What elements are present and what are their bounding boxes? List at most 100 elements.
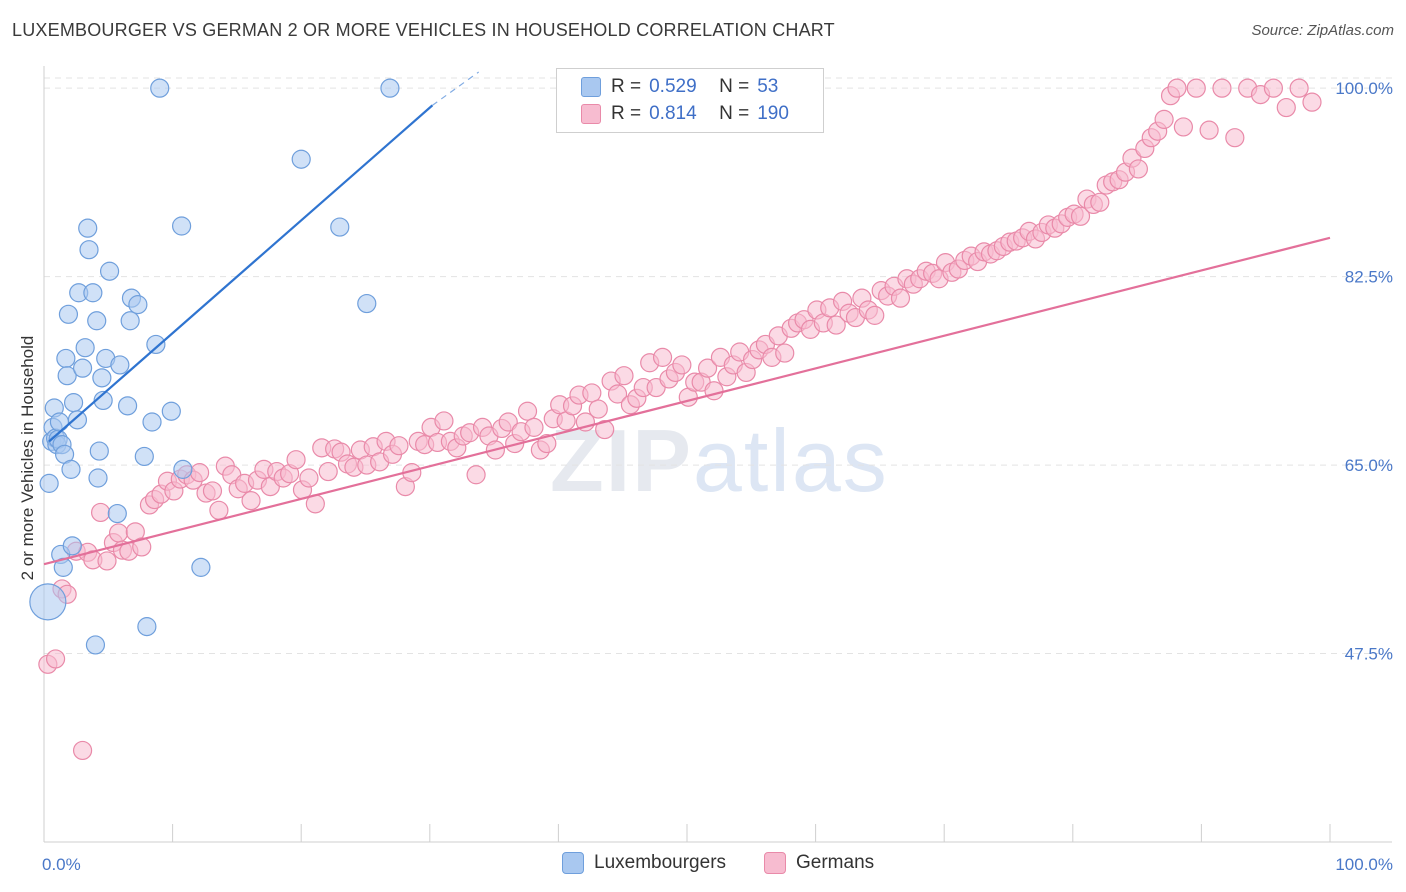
luxembourgers-point	[56, 348, 76, 369]
y-tick-label: 47.5%	[1345, 645, 1393, 664]
luxembourgers-point	[117, 396, 138, 416]
germans-point	[1128, 159, 1148, 179]
germans-point	[704, 381, 724, 401]
x-tick-label: 0.0%	[42, 855, 81, 874]
germans-point	[318, 461, 338, 482]
luxembourgers-point	[62, 536, 82, 556]
luxembourgers-point	[72, 358, 93, 378]
bottom-legend-label-luxembourgers: Luxembourgers	[594, 852, 727, 873]
germans-point	[582, 383, 602, 403]
luxembourgers-point	[137, 617, 157, 637]
luxembourgers-point	[57, 366, 77, 386]
bottom-legend-label-germans: Germans	[796, 852, 875, 873]
legend-n-value: 190	[757, 103, 789, 124]
luxembourgers-point	[291, 149, 311, 169]
germans-point	[588, 399, 608, 419]
germans-point	[389, 436, 409, 456]
germans-point	[90, 502, 111, 523]
luxembourgers-point	[128, 295, 148, 315]
germans-point	[890, 288, 911, 308]
legend-r-value: 0.529	[649, 76, 697, 97]
luxembourgers-point	[61, 459, 81, 479]
luxembourgers-point	[142, 412, 162, 432]
germans-point	[241, 491, 261, 511]
germans-point	[97, 551, 117, 571]
germans-point	[1289, 78, 1309, 98]
bottom-legend-swatch-germans	[764, 852, 786, 874]
luxembourgers-point	[191, 557, 211, 577]
germans-point	[286, 450, 306, 470]
germans-point	[1154, 109, 1174, 129]
germans-point	[1225, 128, 1245, 148]
germans-point	[537, 433, 557, 454]
luxembourgers-point	[67, 410, 88, 430]
germans-point	[299, 468, 319, 488]
luxembourgers-point	[85, 635, 106, 655]
germans-point	[672, 355, 692, 375]
luxembourgers-point	[87, 311, 107, 331]
germans-point	[1070, 206, 1091, 226]
germans-point	[614, 366, 634, 386]
luxembourgers-point	[110, 355, 130, 375]
germans-trend-line	[43, 236, 1331, 566]
luxembourgers-point	[150, 78, 170, 98]
germans-point	[190, 463, 210, 483]
luxembourgers-trend-line	[48, 104, 434, 443]
luxembourgers-point	[79, 240, 99, 260]
luxembourgers-point	[39, 473, 59, 493]
watermark-zip: ZIP	[550, 411, 693, 510]
germans-point	[775, 343, 795, 363]
legend-r-label: R =	[611, 76, 642, 97]
legend-n-value: 53	[757, 76, 779, 97]
germans-point	[45, 649, 66, 669]
luxembourgers-point	[83, 283, 103, 303]
germans-point	[498, 412, 518, 432]
bottom-legend-luxembourgers: Luxembourgers	[562, 852, 726, 874]
germans-point	[132, 537, 152, 557]
luxembourgers-point	[357, 293, 377, 314]
luxembourgers-point	[134, 446, 154, 467]
germans-point	[1212, 78, 1232, 98]
legend-row-germans: R = 0.814 N = 190	[581, 102, 789, 126]
luxembourgers-point	[161, 401, 181, 421]
luxembourgers-point	[380, 78, 400, 98]
germans-point	[1173, 117, 1193, 137]
luxembourgers-point	[75, 338, 95, 358]
germans-point	[1186, 78, 1206, 98]
legend-row-luxembourgers: R = 0.529 N = 53	[581, 75, 778, 99]
germans-point	[209, 500, 229, 520]
y-tick-label: 82.5%	[1345, 268, 1393, 287]
germans-point	[1090, 192, 1110, 212]
bottom-legend-germans: Germans	[764, 852, 874, 874]
germans-point	[1276, 97, 1296, 118]
luxembourgers-point	[29, 583, 67, 621]
source-label: Source: ZipAtlas.com	[1251, 22, 1394, 39]
germans-point	[1263, 78, 1284, 98]
y-tick-label: 100.0%	[1335, 79, 1393, 98]
legend-n-label: N =	[719, 103, 750, 124]
luxembourgers-point	[120, 311, 140, 331]
germans-point	[108, 523, 129, 543]
luxembourgers-point	[63, 393, 84, 413]
legend-r-value: 0.814	[649, 103, 697, 124]
legend-r-label: R =	[611, 103, 642, 124]
germans-point	[524, 417, 544, 437]
germans-point	[865, 305, 885, 325]
legend-swatch-germans	[581, 104, 601, 124]
luxembourgers-point	[88, 468, 108, 488]
germans-point	[652, 347, 673, 367]
luxembourgers-trend-extension	[432, 71, 480, 106]
germans-point	[1302, 92, 1322, 112]
luxembourgers-point	[58, 304, 79, 324]
luxembourgers-point	[330, 217, 350, 237]
luxembourgers-point	[92, 368, 112, 388]
series-luxembourgers	[29, 78, 400, 655]
germans-point	[466, 465, 486, 485]
legend-swatch-luxembourgers	[581, 77, 601, 97]
y-tick-label: 65.0%	[1345, 456, 1393, 475]
germans-point	[202, 481, 223, 501]
legend-n-label: N =	[719, 76, 750, 97]
germans-point	[1167, 78, 1187, 98]
germans-point	[1199, 120, 1219, 140]
